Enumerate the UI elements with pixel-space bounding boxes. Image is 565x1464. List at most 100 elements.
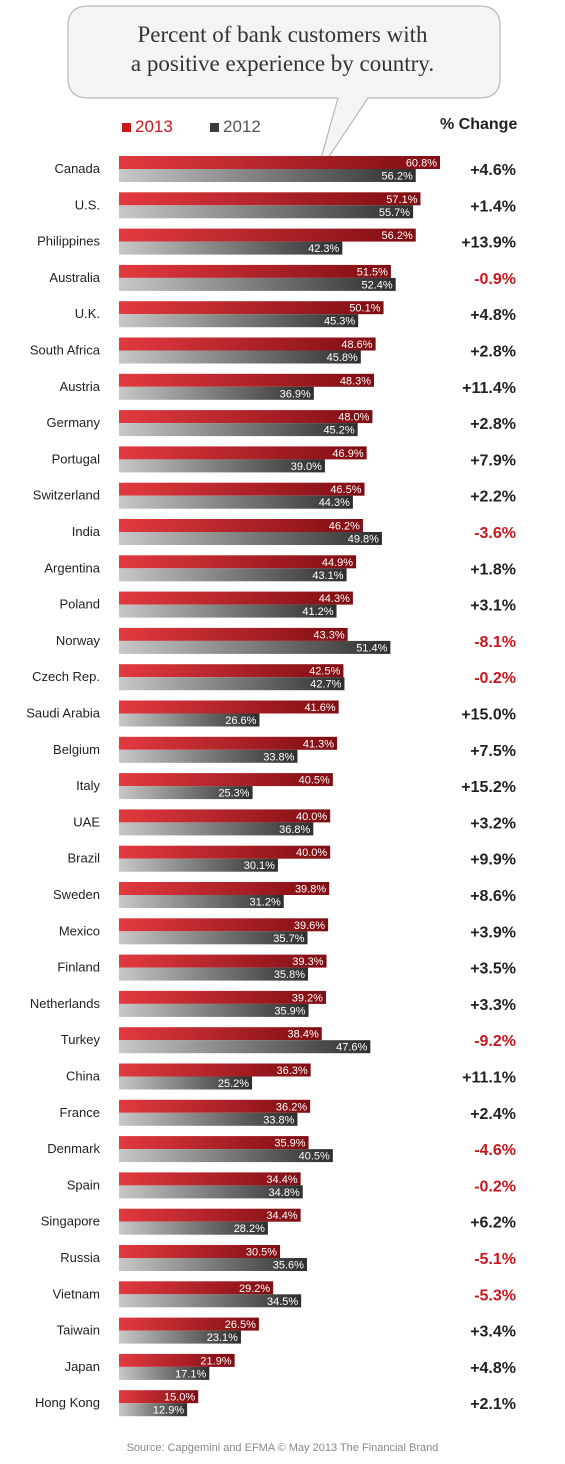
chart-row: South Africa 48.6%45.8% +2.8%: [30, 337, 516, 364]
bar-2013: [119, 809, 331, 823]
change-value: +2.8%: [470, 416, 516, 433]
chart-row: Australia 51.5%52.4% -0.9%: [49, 264, 516, 291]
bar-2013: [119, 627, 348, 641]
bar-2012: [119, 314, 359, 328]
category-label: Austria: [60, 379, 101, 394]
change-value: +13.9%: [461, 235, 516, 252]
data-label-2013: 35.9%: [274, 1138, 305, 1150]
category-label: China: [66, 1069, 101, 1084]
category-label: UAE: [73, 814, 100, 829]
change-value: +1.8%: [470, 561, 516, 578]
category-label: Portugal: [52, 451, 101, 466]
chart-row: Brazil 40.0% 30.1% +9.9%: [67, 845, 516, 872]
data-label-2012: 34.8%: [269, 1187, 300, 1199]
data-label-2012: 40.5%: [299, 1151, 330, 1163]
chart-row: Poland 44.3%41.2% +3.1%: [60, 591, 516, 618]
change-value: +3.4%: [470, 1324, 516, 1341]
category-label: Canada: [54, 161, 100, 176]
bar-2012: [119, 931, 308, 945]
bar-2012: [119, 640, 391, 654]
change-value: +2.8%: [470, 344, 516, 361]
bar-2012: [119, 1221, 268, 1235]
bar-2012: [119, 749, 298, 763]
chart-row: Austria 48.3% 36.9% +11.4%: [60, 373, 516, 400]
data-label-2013: 48.3%: [340, 375, 371, 387]
bar-2013: [119, 954, 327, 968]
data-label-2012: 35.9%: [274, 1005, 305, 1017]
data-label-2013: 51.5%: [357, 266, 388, 278]
bar-2012: [119, 895, 284, 908]
data-label-2013: 40.5%: [299, 775, 330, 787]
change-value: +4.6%: [470, 162, 516, 179]
bar-2013: [119, 482, 365, 496]
change-value: +3.9%: [470, 924, 516, 941]
chart-row: Norway 43.3% 51.4% -8.1%: [56, 627, 516, 654]
data-label-2013: 41.3%: [303, 738, 334, 750]
category-label: Taiwain: [57, 1323, 100, 1338]
data-label-2013: 29.2%: [239, 1283, 270, 1295]
data-label-2013: 39.8%: [295, 884, 326, 896]
bar-2012: [119, 1403, 188, 1417]
data-label-2012: 41.2%: [302, 606, 333, 618]
bar-2012: [119, 1076, 253, 1090]
chart-row: Italy 40.5% 25.3% +15.2%: [76, 773, 516, 800]
chart-row: Saudi Arabia 41.6% 26.6% +15.0%: [26, 700, 516, 727]
change-value: -0.2%: [474, 670, 516, 687]
data-label-2013: 30.5%: [246, 1247, 277, 1259]
category-label: Norway: [56, 633, 101, 648]
legend-swatch-2012: [210, 122, 219, 132]
chart-row: Singapore 34.4%28.2% +6.2%: [41, 1208, 516, 1235]
data-label-2013: 36.3%: [276, 1065, 307, 1077]
chart-row: UAE 40.0%36.8% +3.2%: [73, 809, 516, 836]
data-label-2013: 36.2%: [276, 1101, 307, 1113]
chart-row: Sweden 39.8% 31.2% +8.6%: [53, 882, 516, 909]
data-label-2012: 36.9%: [280, 388, 311, 400]
bar-2013: [119, 228, 416, 242]
data-label-2013: 21.9%: [200, 1355, 231, 1367]
data-label-2013: 46.9%: [332, 448, 363, 460]
category-label: India: [72, 524, 101, 539]
category-label: Italy: [76, 778, 100, 793]
chart-row: Argentina 44.9%43.1% +1.8%: [44, 555, 516, 582]
legend-label-2013: 2013: [135, 117, 173, 136]
data-label-2012: 30.1%: [244, 860, 275, 872]
bar-2012: [119, 277, 396, 291]
chart-row: Portugal 46.9% 39.0% +7.9%: [52, 446, 516, 473]
data-label-2012: 45.3%: [324, 316, 355, 328]
data-label-2012: 51.4%: [356, 642, 387, 654]
source-note: Source: Capgemini and EFMA © May 2013 Th…: [126, 1442, 439, 1454]
change-value: -5.1%: [474, 1251, 516, 1268]
bar-2012: [119, 423, 358, 437]
category-label: Sweden: [53, 887, 100, 902]
bar-2013: [119, 1208, 301, 1222]
data-label-2012: 35.8%: [274, 969, 305, 981]
change-value: -0.9%: [474, 271, 516, 288]
bar-2012: [119, 386, 314, 400]
bar-2012: [119, 1366, 210, 1380]
data-label-2012: 45.2%: [323, 425, 354, 437]
bar-2012: [119, 604, 337, 618]
change-value: +4.8%: [470, 1360, 516, 1377]
category-label: Mexico: [59, 923, 100, 938]
category-label: Japan: [65, 1359, 100, 1374]
category-label: Turkey: [61, 1032, 101, 1047]
bar-2012: [119, 1112, 298, 1126]
bar-2012: [119, 967, 309, 981]
change-value: -0.2%: [474, 1178, 516, 1195]
chart-row: India 46.2%49.8% -3.6%: [72, 519, 516, 546]
bar-2013: [119, 555, 357, 569]
bar-2013: [119, 1136, 309, 1150]
bar-2013: [119, 337, 376, 351]
chart-row: Switzerland 46.5%44.3% +2.2%: [33, 482, 516, 509]
chart-row: Russia 30.5%35.6% -5.1%: [60, 1245, 516, 1272]
category-label: Netherlands: [30, 996, 101, 1011]
data-label-2013: 34.4%: [266, 1210, 297, 1222]
data-label-2013: 56.2%: [382, 230, 413, 242]
bar-2013: [119, 591, 353, 605]
chart-row: Vietnam 29.2%34.5% -5.3%: [53, 1281, 516, 1308]
data-label-2012: 33.8%: [263, 1114, 294, 1126]
data-label-2012: 44.3%: [319, 497, 350, 509]
chart-row: China 36.3% 25.2% +11.1%: [66, 1063, 516, 1090]
title-speech-bubble: [67, 5, 501, 177]
data-label-2013: 34.4%: [266, 1174, 297, 1186]
